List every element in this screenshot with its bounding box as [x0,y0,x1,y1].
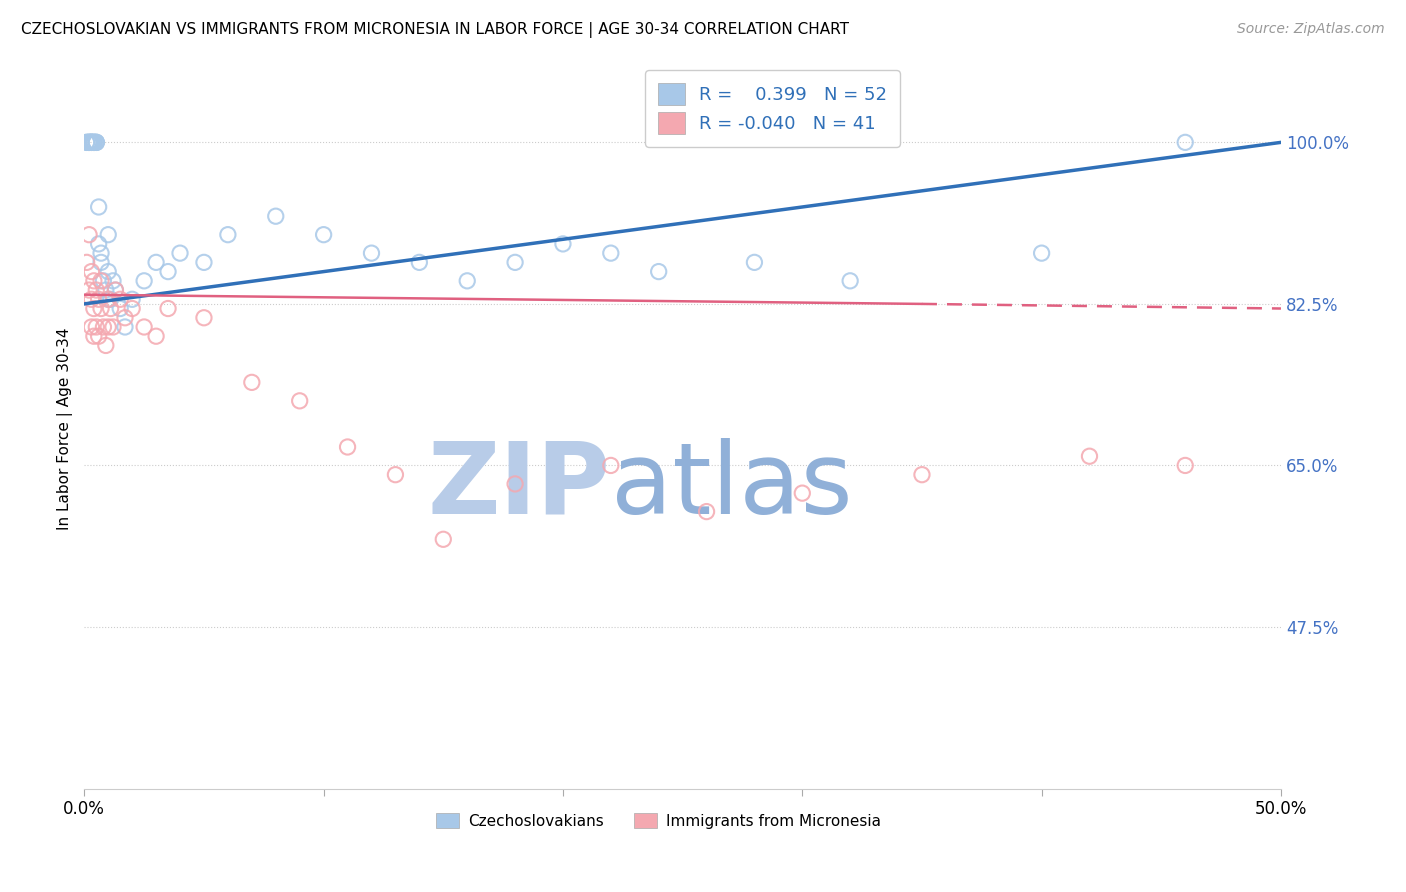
Point [217,227,239,242]
Point [432,533,454,547]
Point [97,227,120,242]
Point [97,293,120,307]
Point [90,246,112,260]
Point [599,246,621,260]
Point [94,338,117,352]
Point [288,393,311,408]
Point [83,136,105,150]
Legend: Czechoslovakians, Immigrants from Micronesia: Czechoslovakians, Immigrants from Micron… [430,806,887,835]
Point [83,136,105,150]
Point [80,136,103,150]
Point [647,264,669,278]
Point [97,293,120,307]
Point [503,255,526,269]
Point [121,293,143,307]
Point [408,255,430,269]
Point [93,320,115,334]
Point [93,274,115,288]
Point [104,283,127,297]
Point [84,136,107,150]
Point [80,136,103,150]
Point [696,505,718,519]
Point [84,320,107,334]
Point [240,376,263,390]
Point [77,136,100,150]
Point [80,264,103,278]
Text: Source: ZipAtlas.com: Source: ZipAtlas.com [1237,22,1385,37]
Point [84,283,107,297]
Point [108,301,131,316]
Point [97,320,120,334]
Point [1174,136,1197,150]
Point [87,236,110,251]
Point [456,274,478,288]
Point [83,136,105,150]
Point [101,274,124,288]
Point [157,301,180,316]
Point [599,458,621,473]
Point [80,136,103,150]
Point [839,274,862,288]
Point [193,255,215,269]
Point [76,136,98,150]
Point [84,136,107,150]
Point [83,301,105,316]
Point [360,246,382,260]
Point [76,255,98,269]
Point [264,209,287,223]
Point [101,320,124,334]
Point [792,486,814,500]
Point [100,293,122,307]
Point [336,440,359,454]
Point [77,283,100,297]
Point [83,136,105,150]
Point [134,320,156,334]
Text: CZECHOSLOVAKIAN VS IMMIGRANTS FROM MICRONESIA IN LABOR FORCE | AGE 30-34 CORRELA: CZECHOSLOVAKIAN VS IMMIGRANTS FROM MICRO… [21,22,849,38]
Point [503,476,526,491]
Point [80,320,103,334]
Y-axis label: In Labor Force | Age 30-34: In Labor Force | Age 30-34 [58,327,73,530]
Text: ZIP: ZIP [427,438,610,534]
Point [80,136,103,150]
Point [94,283,117,297]
Point [83,274,105,288]
Point [157,264,180,278]
Point [84,136,107,150]
Point [312,227,335,242]
Point [87,329,110,343]
Point [145,329,167,343]
Point [121,301,143,316]
Point [76,136,98,150]
Point [1031,246,1053,260]
Point [911,467,934,482]
Point [83,329,105,343]
Point [80,136,103,150]
Point [90,274,112,288]
Point [193,310,215,325]
Point [87,200,110,214]
Point [114,320,136,334]
Point [77,136,100,150]
Point [77,136,100,150]
Text: atlas: atlas [610,438,852,534]
Point [169,246,191,260]
Point [77,227,100,242]
Point [87,293,110,307]
Point [134,274,156,288]
Point [1174,458,1197,473]
Point [145,255,167,269]
Point [80,293,103,307]
Point [108,293,131,307]
Point [90,255,112,269]
Point [384,467,406,482]
Point [744,255,766,269]
Point [104,283,127,297]
Point [114,310,136,325]
Point [77,136,100,150]
Point [90,301,112,316]
Point [551,236,574,251]
Point [100,301,122,316]
Point [1078,449,1101,463]
Point [97,264,120,278]
